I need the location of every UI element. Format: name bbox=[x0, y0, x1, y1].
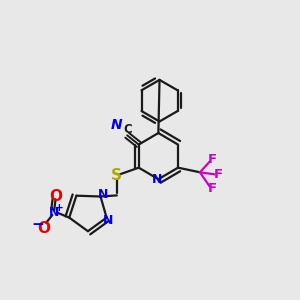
Text: N: N bbox=[98, 188, 109, 201]
Text: N: N bbox=[152, 173, 162, 186]
Text: +: + bbox=[55, 203, 64, 213]
Text: −: − bbox=[32, 217, 44, 232]
Text: N: N bbox=[111, 118, 123, 132]
Text: O: O bbox=[49, 189, 62, 204]
Text: C: C bbox=[124, 123, 132, 136]
Text: O: O bbox=[38, 221, 50, 236]
Text: N: N bbox=[49, 206, 59, 219]
Text: F: F bbox=[214, 168, 223, 181]
Text: N: N bbox=[103, 214, 113, 227]
Text: S: S bbox=[111, 168, 122, 183]
Text: F: F bbox=[208, 182, 217, 195]
Text: F: F bbox=[208, 153, 217, 166]
